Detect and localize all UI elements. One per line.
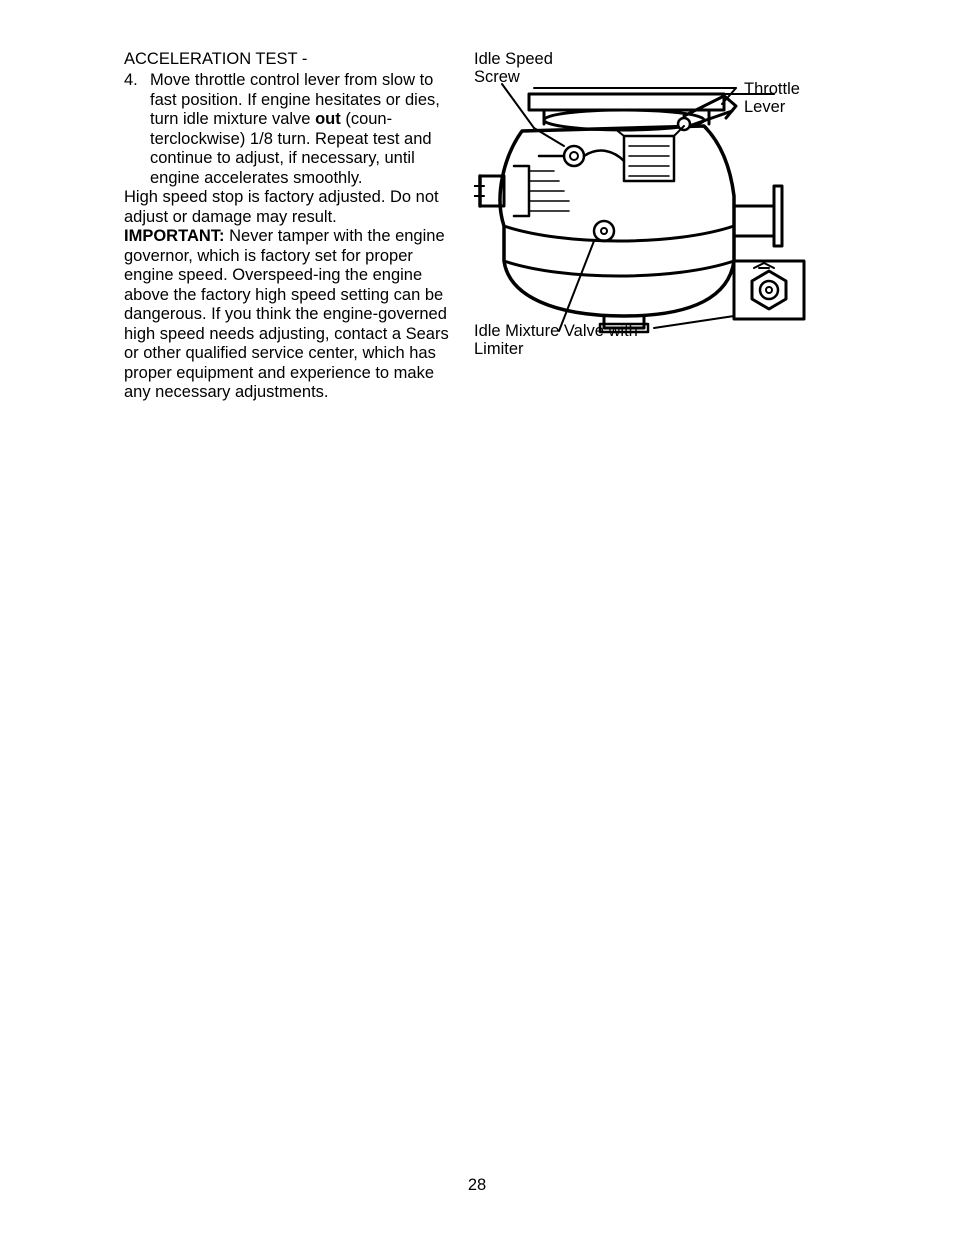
important-label: IMPORTANT:	[124, 227, 225, 245]
step-text-a: Move throttle control lever from slow to…	[150, 71, 440, 128]
paragraph-1: High speed stop is factory adjusted. Do …	[124, 188, 454, 227]
page-number: 28	[0, 1176, 954, 1195]
section-heading: ACCELERATION TEST -	[124, 50, 454, 69]
step-list: 4.Move throttle control lever from slow …	[124, 71, 454, 188]
carburetor-diagram	[474, 76, 814, 336]
step-number: 4.	[124, 71, 150, 90]
content-area: ACCELERATION TEST - 4.Move throttle cont…	[124, 50, 824, 402]
page: ACCELERATION TEST - 4.Move throttle cont…	[0, 0, 954, 1235]
left-column: ACCELERATION TEST - 4.Move throttle cont…	[124, 50, 454, 402]
step-bold-word: out	[315, 110, 341, 128]
paragraph-2-text: Never tamper with the engine governor, w…	[124, 227, 449, 401]
right-column: Idle Speed Screw Throttle Lever Idle Mix…	[474, 50, 824, 402]
paragraph-2: IMPORTANT: Never tamper with the engine …	[124, 227, 454, 402]
